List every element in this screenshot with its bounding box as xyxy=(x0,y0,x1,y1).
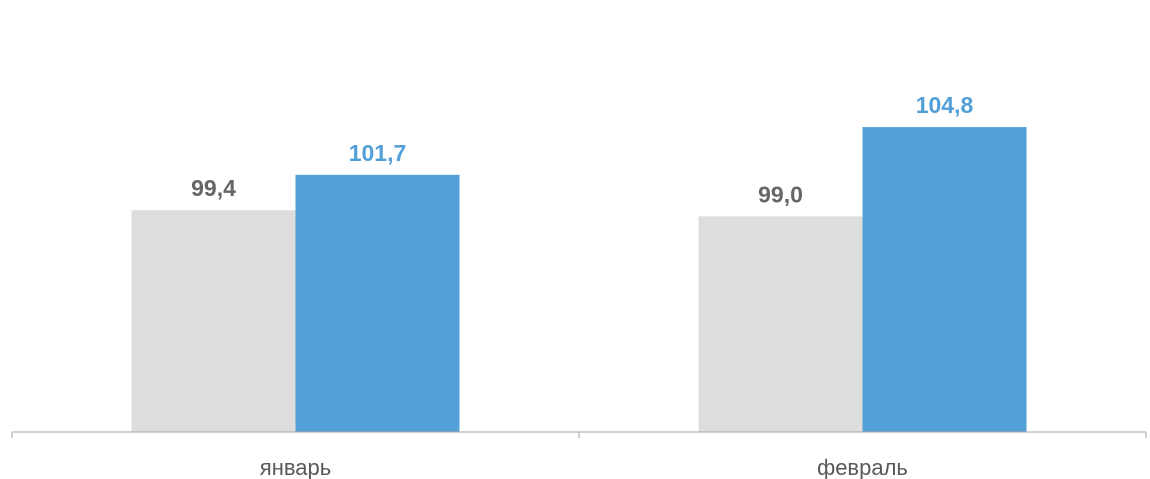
data-label-series2-2: 104,8 xyxy=(916,92,974,118)
x-tick-label: февраль xyxy=(817,455,908,479)
bar-series1-2 xyxy=(698,216,863,432)
data-label-series1-1: 99,4 xyxy=(191,175,236,201)
x-tick-labels-layer: январь февраль xyxy=(260,455,908,479)
bar-series2-1 xyxy=(295,174,460,432)
x-axis xyxy=(11,431,1147,438)
bar-series1-1 xyxy=(131,210,296,432)
data-labels-layer: 99,4 101,7 99,0 104,8 xyxy=(191,92,973,207)
data-label-series2-1: 101,7 xyxy=(349,140,407,166)
data-label-series1-2: 99,0 xyxy=(758,181,803,207)
x-tick-label: январь xyxy=(260,455,331,479)
bars-layer xyxy=(131,127,1027,432)
bar-series2-2 xyxy=(862,127,1027,432)
